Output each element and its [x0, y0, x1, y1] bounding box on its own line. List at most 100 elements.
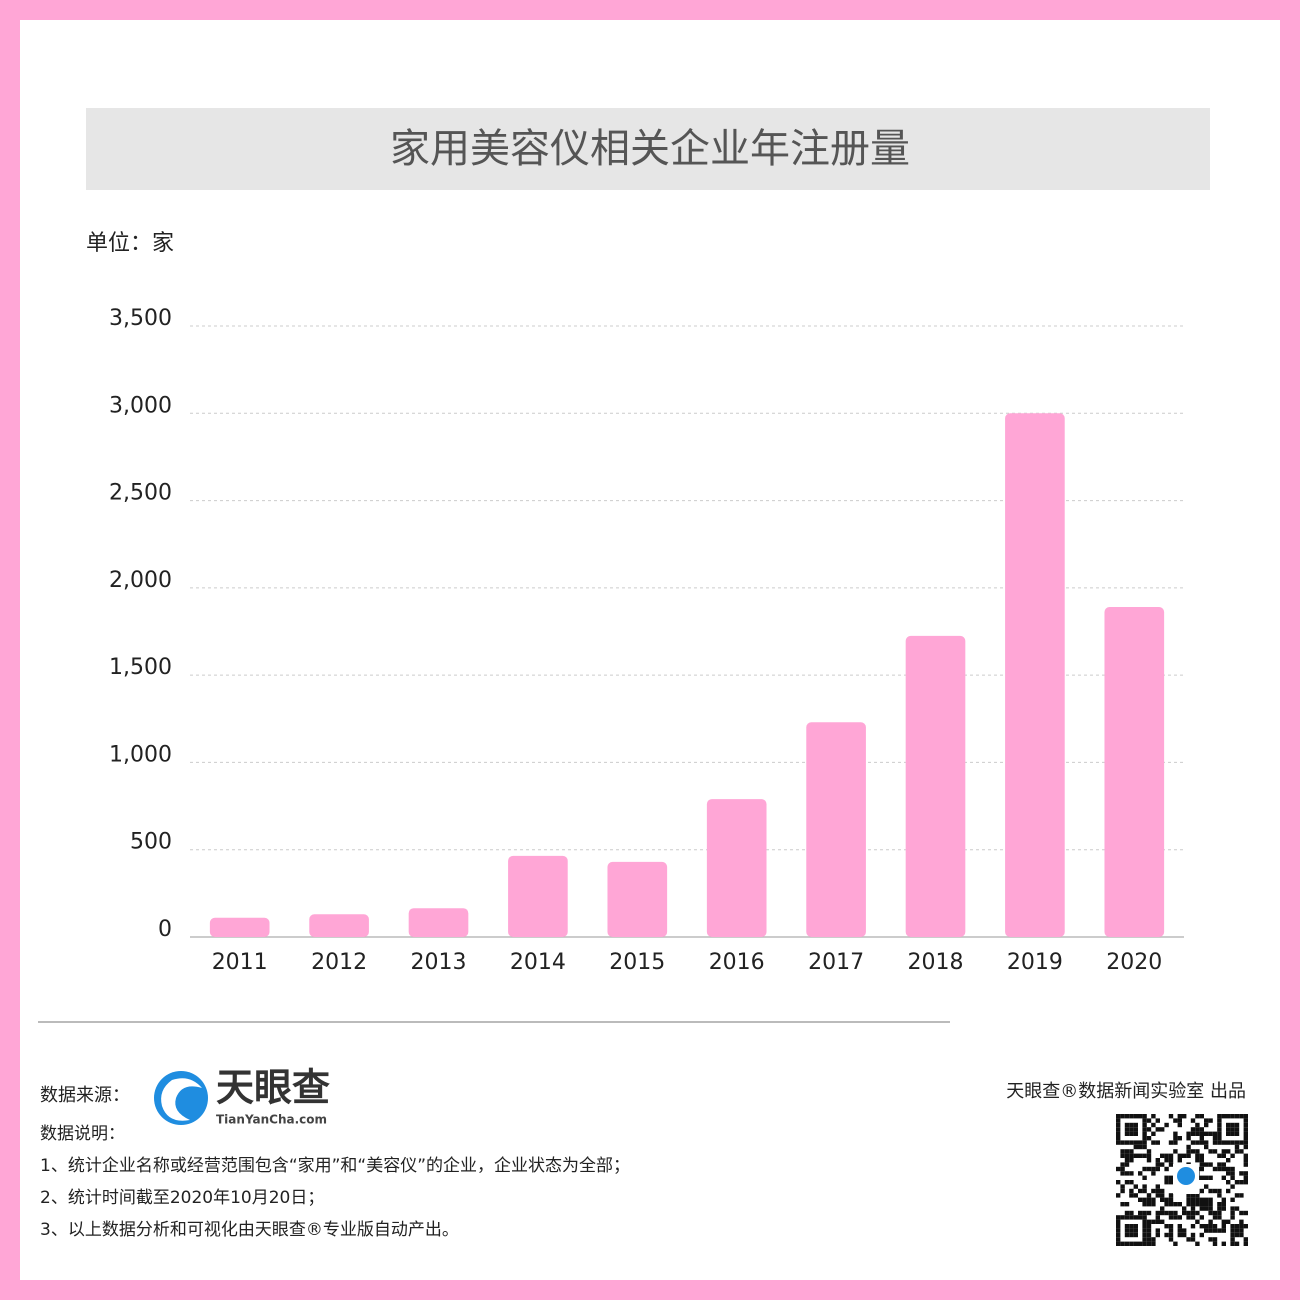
- qr-cell: [1138, 1140, 1143, 1145]
- qr-cell: [1124, 1127, 1130, 1132]
- qr-cell: [1208, 1237, 1213, 1242]
- qr-cell: [1226, 1149, 1231, 1154]
- qr-cell: [1243, 1237, 1248, 1242]
- qr-cell: [1212, 1149, 1218, 1154]
- qr-cell: [1204, 1162, 1209, 1167]
- qr-cell: [1177, 1215, 1182, 1220]
- qr-cell: [1155, 1188, 1160, 1194]
- bar: [607, 861, 668, 937]
- qr-cell: [1226, 1188, 1231, 1194]
- qr-cell: [1146, 1232, 1152, 1238]
- qr-cell: [1226, 1127, 1231, 1132]
- qr-cell: [1204, 1144, 1209, 1150]
- qr-cell: [1155, 1162, 1160, 1167]
- qr-cell: [1120, 1166, 1125, 1172]
- qr-cell: [1133, 1122, 1138, 1128]
- qr-cell: [1142, 1210, 1147, 1216]
- qr-cell: [1177, 1136, 1182, 1141]
- qr-cell: [1124, 1131, 1130, 1136]
- qr-cell: [1217, 1215, 1222, 1220]
- qr-cell: [1212, 1228, 1218, 1233]
- qr-cell: [1124, 1122, 1130, 1128]
- qr-cell: [1138, 1188, 1143, 1194]
- qr-cell: [1160, 1210, 1165, 1216]
- qr-cell: [1190, 1193, 1196, 1198]
- qr-cell: [1177, 1232, 1182, 1238]
- qr-cell: [1124, 1162, 1130, 1167]
- qr-cell: [1204, 1202, 1209, 1207]
- qr-cell: [1168, 1162, 1174, 1167]
- qr-cell: [1243, 1224, 1248, 1229]
- qr-cell: [1199, 1131, 1204, 1136]
- qr-cell: [1230, 1171, 1235, 1176]
- qr-cell: [1146, 1149, 1152, 1154]
- x-tick-label: 2014: [510, 950, 566, 975]
- y-tick-label: 3,000: [109, 393, 172, 418]
- qr-cell: [1234, 1228, 1240, 1233]
- qr-cell: [1146, 1193, 1152, 1198]
- qr-cell: [1182, 1114, 1187, 1119]
- qr-cell: [1146, 1237, 1152, 1242]
- qr-cell: [1142, 1122, 1147, 1128]
- title-band: [86, 108, 1210, 190]
- qr-cell: [1173, 1136, 1178, 1141]
- qr-cell: [1168, 1232, 1174, 1238]
- qr-cell: [1146, 1127, 1152, 1132]
- qr-cell: [1155, 1166, 1160, 1172]
- qr-cell: [1221, 1206, 1226, 1211]
- qr-cell: [1226, 1219, 1231, 1224]
- qr-cell: [1142, 1118, 1147, 1123]
- qr-cell: [1230, 1237, 1235, 1242]
- qr-cell: [1208, 1197, 1213, 1202]
- qr-cell: [1186, 1237, 1191, 1242]
- qr-cell: [1208, 1228, 1213, 1233]
- qr-cell: [1195, 1122, 1200, 1128]
- logo-swirl: [161, 1078, 202, 1121]
- qr-cell: [1243, 1180, 1248, 1185]
- qr-cell: [1142, 1166, 1147, 1172]
- qr-cell: [1199, 1175, 1204, 1180]
- qr-cell: [1190, 1202, 1196, 1207]
- qr-cell: [1120, 1140, 1125, 1145]
- qr-cell: [1234, 1140, 1240, 1145]
- qr-cell: [1168, 1237, 1174, 1242]
- qr-cell: [1195, 1241, 1200, 1246]
- note: 1、统计企业名称或经营范围包含“家用”和“美容仪”的企业，企业状态为全部；: [40, 1156, 630, 1176]
- qr-cell: [1142, 1184, 1147, 1189]
- qr-cell: [1208, 1206, 1213, 1211]
- qr-cell: [1221, 1197, 1226, 1202]
- qr-cell: [1190, 1232, 1196, 1238]
- qr-cell: [1217, 1136, 1222, 1141]
- qr-cell: [1151, 1171, 1156, 1176]
- qr-cell: [1116, 1241, 1121, 1246]
- qr-cell: [1120, 1188, 1125, 1194]
- qr-cell: [1190, 1118, 1196, 1123]
- qr-cell: [1204, 1184, 1209, 1189]
- qr-cell: [1226, 1131, 1231, 1136]
- qr-cell: [1129, 1241, 1134, 1246]
- qr-cell: [1164, 1197, 1169, 1202]
- qr-cell: [1190, 1215, 1196, 1220]
- qr-cell: [1221, 1175, 1226, 1180]
- qr-cell: [1120, 1241, 1125, 1246]
- qr-cell: [1217, 1188, 1222, 1194]
- unit-label: 单位：家: [86, 231, 174, 256]
- qr-cell: [1190, 1206, 1196, 1211]
- qr-code: [1116, 1114, 1248, 1246]
- qr-cell: [1129, 1210, 1134, 1216]
- qr-cell: [1146, 1241, 1152, 1246]
- qr-cell: [1195, 1193, 1200, 1198]
- qr-cell: [1133, 1241, 1138, 1246]
- bar: [806, 722, 866, 937]
- qr-cell: [1226, 1140, 1231, 1145]
- qr-cell: [1182, 1210, 1187, 1216]
- qr-cell: [1190, 1149, 1196, 1154]
- qr-cell: [1116, 1118, 1121, 1123]
- qr-cell: [1217, 1206, 1222, 1211]
- qr-cell: [1190, 1140, 1196, 1145]
- qr-cell: [1199, 1153, 1204, 1158]
- qr-cell: [1217, 1127, 1222, 1132]
- qr-cell: [1164, 1122, 1169, 1128]
- qr-cell: [1195, 1197, 1200, 1202]
- qr-cell: [1204, 1206, 1209, 1211]
